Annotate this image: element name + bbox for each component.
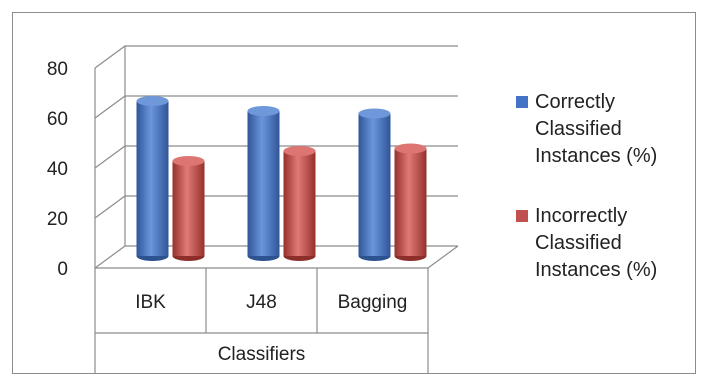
floor-right-edge [427, 245, 459, 269]
legend-label-2: Incorrectly [535, 205, 627, 227]
legend-label-1: Classified [535, 118, 622, 140]
bar-ibk-series-2-top [172, 156, 205, 166]
y-tick-label: 60 [47, 109, 68, 130]
bar-ibk-series-1 [136, 101, 169, 256]
legend-swatch-2 [516, 210, 528, 222]
bar-j48-series-1-top [247, 106, 280, 116]
bar-ibk-series-2 [172, 161, 205, 256]
gridline [94, 45, 458, 69]
legend-swatch-1 [516, 96, 528, 108]
bar-bagging-series-2-top [394, 143, 427, 154]
chart-frame [12, 12, 696, 374]
category-label: Bagging [338, 292, 408, 313]
category-axis: IBK J48 Bagging [94, 268, 429, 374]
bar-bagging-series-1 [358, 113, 391, 256]
y-tick-label: 0 [57, 259, 68, 280]
bar-j48-series-2 [283, 151, 316, 256]
y-tick-label: 20 [47, 209, 68, 230]
category-label: J48 [246, 292, 277, 313]
legend-label-2: Classified [535, 232, 622, 254]
bars [136, 96, 427, 261]
legend-label-1: Correctly [535, 91, 615, 113]
bar-j48-series-2-top [283, 146, 316, 156]
bar-ibk-series-1-top [136, 96, 169, 106]
legend-label-2: Instances (%) [535, 259, 657, 281]
legend: Correctly Classified Instances (%) Incorrec… [516, 91, 657, 281]
category-label: IBK [135, 292, 166, 313]
x-axis-title: Classifiers [218, 344, 306, 365]
axes [94, 46, 459, 269]
bar-bagging-series-1-top [358, 108, 391, 119]
y-tick-label: 40 [47, 159, 68, 180]
bar-bagging-series-2 [394, 148, 427, 256]
y-axis-ticks: 0 20 40 60 80 [47, 59, 68, 280]
bar-j48-series-1 [247, 111, 280, 256]
y-tick-label: 80 [47, 59, 68, 80]
legend-label-1: Instances (%) [535, 145, 657, 167]
